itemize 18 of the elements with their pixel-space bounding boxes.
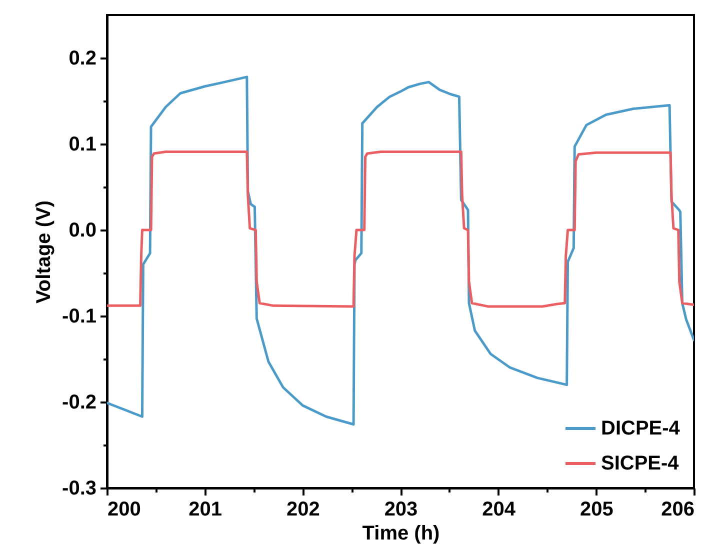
legend-label: SICPE-4: [601, 452, 680, 474]
y-tick-label: 0.0: [68, 220, 96, 242]
x-tick-label: 204: [482, 498, 516, 520]
x-tick-label: 205: [580, 498, 614, 520]
y-tick-label: 0.2: [68, 48, 96, 70]
y-tick-label: -0.3: [62, 478, 96, 500]
x-tick-label: 202: [286, 498, 320, 520]
x-tick-label: 203: [384, 498, 418, 520]
legend-label: DICPE-4: [601, 418, 681, 440]
x-axis-title: Time (h): [362, 522, 440, 544]
y-axis-title: Voltage (V): [33, 200, 56, 304]
line-series: [107, 150, 694, 308]
x-tick-label: 201: [188, 498, 222, 520]
x-tick-label: 200: [108, 498, 141, 520]
y-tick-label: 0.1: [68, 134, 96, 156]
y-tick-label: -0.2: [62, 392, 96, 414]
y-tick-label: -0.1: [62, 306, 96, 328]
x-tick-label: 206: [661, 498, 694, 520]
